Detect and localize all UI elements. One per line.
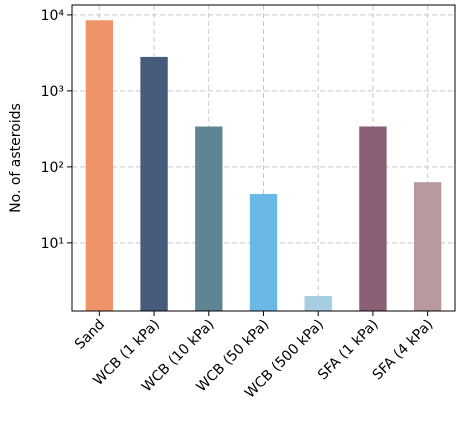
y-tick-label: 10² [41,160,64,176]
y-tick-label: 10⁴ [41,8,65,24]
bar [85,20,114,312]
plot-frame [71,4,456,312]
bar [304,296,332,311]
bar [195,126,223,311]
bar [249,193,278,311]
x-tick-label: Sand [72,317,108,353]
bar [140,56,168,311]
y-tick-label: 10¹ [41,236,64,252]
bar [359,126,387,311]
bar [413,182,442,311]
y-tick-label: 10³ [41,84,64,100]
y-axis-label: No. of asteroids [8,103,24,213]
